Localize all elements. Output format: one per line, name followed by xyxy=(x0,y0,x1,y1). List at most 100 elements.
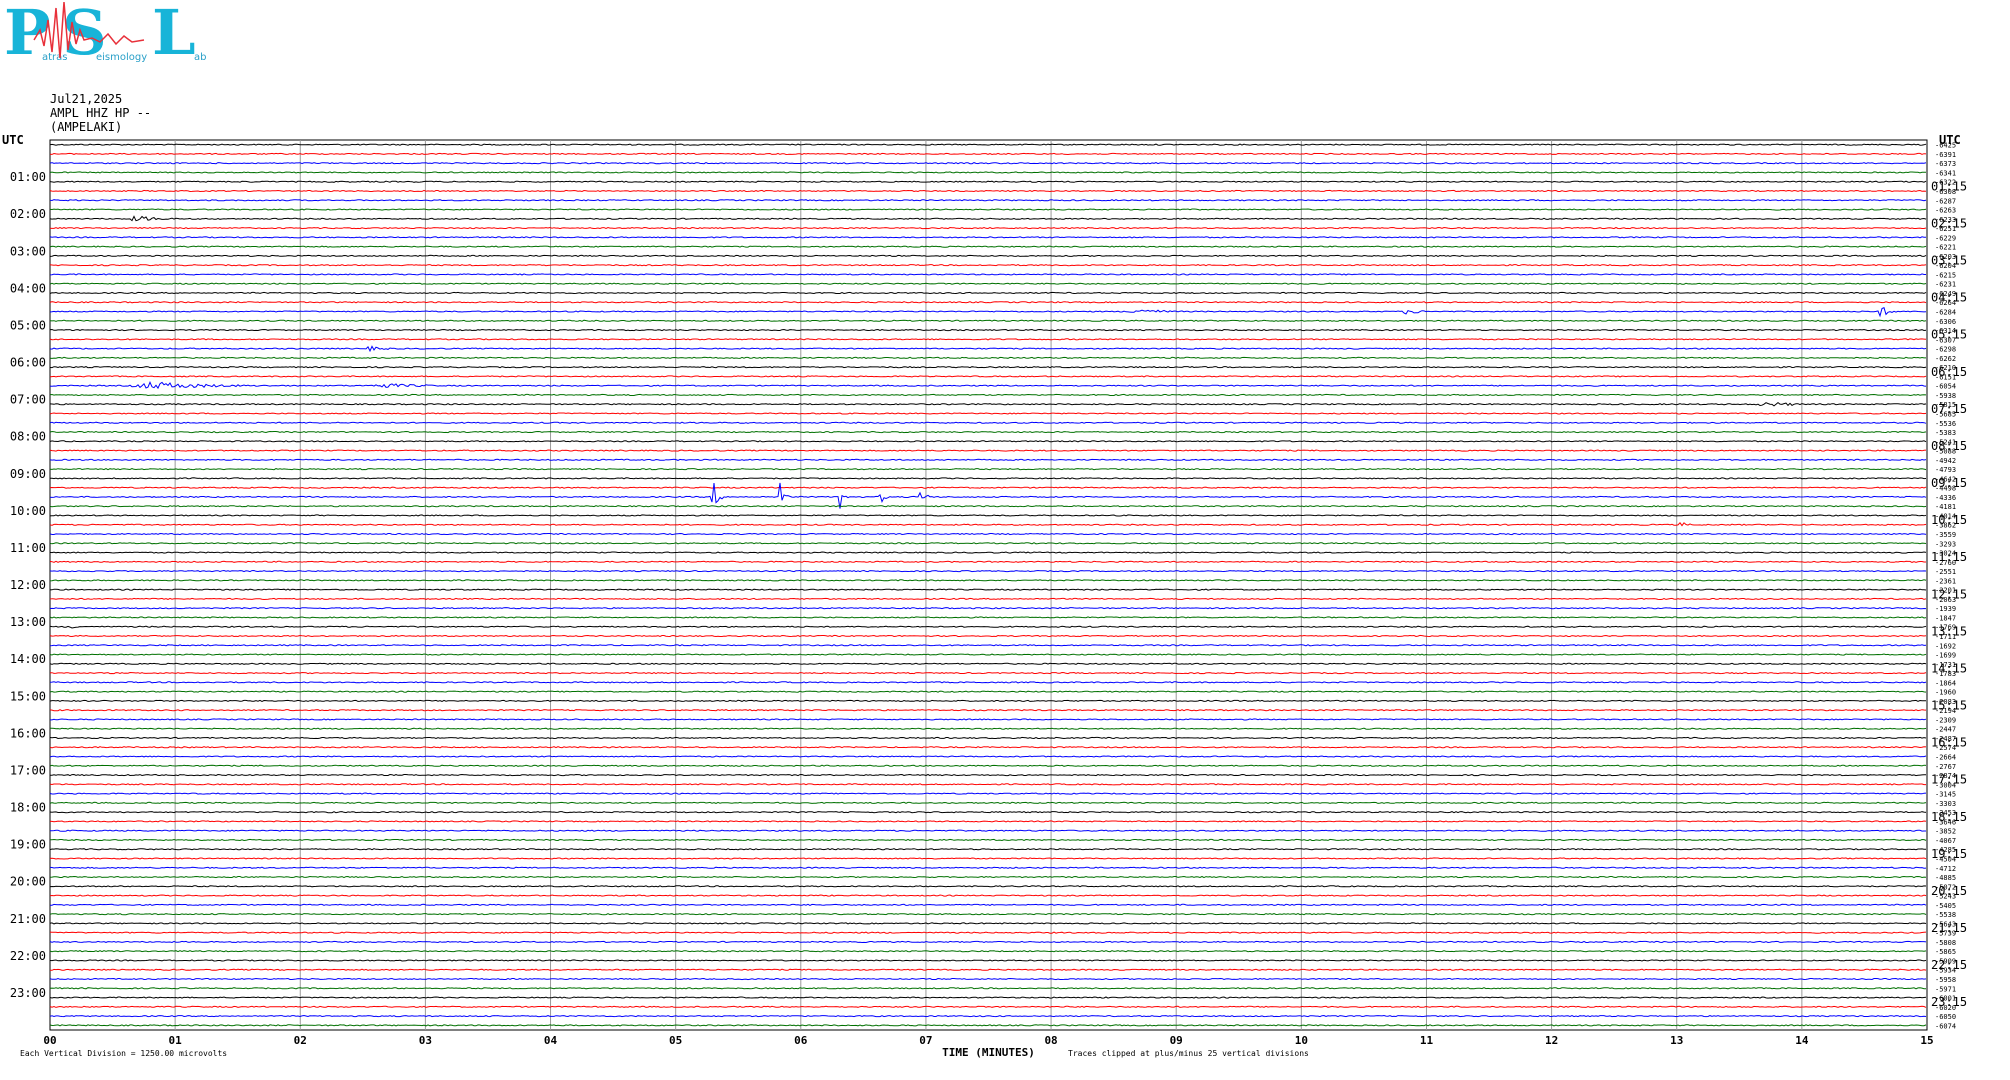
trace-line xyxy=(49,811,1927,814)
trace-line xyxy=(49,885,1927,888)
trace-line xyxy=(49,381,1927,390)
right-hour-label: 20:15 xyxy=(1931,884,1967,898)
row-offset-label: -6020 xyxy=(1935,1004,1956,1012)
row-offset-label: -3453 xyxy=(1935,809,1956,817)
trace-line xyxy=(50,829,1926,832)
row-offset-label: -6215 xyxy=(1935,271,1956,279)
trace-line xyxy=(49,996,1927,999)
trace-line xyxy=(50,718,1927,721)
trace-line xyxy=(49,180,1927,183)
row-offset-label: -6373 xyxy=(1935,160,1956,168)
trace-line xyxy=(49,866,1927,869)
row-offset-label: -1692 xyxy=(1935,642,1956,650)
row-offset-label: -4014 xyxy=(1935,512,1956,520)
row-offset-label: -1783 xyxy=(1935,670,1956,678)
x-tick-label: 05 xyxy=(669,1034,682,1047)
trace-line xyxy=(49,477,1927,480)
right-hour-label: 05:15 xyxy=(1931,328,1967,342)
right-hour-label: 19:15 xyxy=(1931,847,1967,861)
row-offset-label: -5971 xyxy=(1935,985,1956,993)
row-offset-label: -3303 xyxy=(1935,800,1956,808)
row-offset-label: -3862 xyxy=(1935,522,1956,530)
row-offset-label: -2194 xyxy=(1935,707,1956,715)
row-offset-label: -1939 xyxy=(1935,605,1956,613)
left-hour-label: 08:00 xyxy=(10,430,46,444)
trace-line xyxy=(49,254,1927,257)
row-offset-label: -6050 xyxy=(1935,1013,1956,1021)
left-hour-label: 21:00 xyxy=(10,912,46,926)
row-offset-label: -6306 xyxy=(1935,318,1956,326)
left-hour-label: 16:00 xyxy=(10,726,46,740)
left-hour-label: 03:00 xyxy=(10,244,46,258)
trace-line xyxy=(49,366,1927,369)
row-offset-label: -1769 xyxy=(1935,624,1956,632)
row-offset-label: -2487 xyxy=(1935,735,1956,743)
row-offset-label: -6203 xyxy=(1935,253,1956,261)
trace-line xyxy=(49,931,1927,934)
station-channel: AMPL HHZ HP -- xyxy=(50,106,152,120)
logo-word-3: ab xyxy=(194,52,207,63)
row-offset-label: -4885 xyxy=(1935,874,1956,882)
x-tick-label: 15 xyxy=(1920,1034,1933,1047)
row-offset-label: -4793 xyxy=(1935,466,1956,474)
row-offset-label: -2063 xyxy=(1935,596,1956,604)
row-offset-label: -4181 xyxy=(1935,503,1956,511)
left-hour-label: 02:00 xyxy=(10,207,46,221)
x-tick-label: 10 xyxy=(1295,1034,1308,1047)
right-hour-label: 12:15 xyxy=(1931,587,1967,601)
station-name: (AMPELAKI) xyxy=(50,120,123,134)
trace-line xyxy=(49,662,1927,665)
right-hour-label: 18:15 xyxy=(1931,810,1967,824)
scale-note: Each Vertical Division = 1250.00 microvo… xyxy=(20,1049,227,1058)
trace-line xyxy=(49,440,1927,443)
trace-line xyxy=(50,773,1926,777)
trace-line xyxy=(49,857,1927,860)
trace-line xyxy=(49,551,1927,554)
trace-line xyxy=(49,307,1927,318)
right-hour-label: 03:15 xyxy=(1931,254,1967,268)
row-offset-label: -2664 xyxy=(1935,754,1956,762)
trace-line xyxy=(49,282,1927,285)
trace-line xyxy=(49,421,1927,424)
row-offset-label: -6054 xyxy=(1935,383,1956,391)
trace-line xyxy=(49,319,1927,322)
trace-line xyxy=(49,215,1927,222)
trace-line xyxy=(49,607,1927,610)
trace-line xyxy=(49,338,1927,341)
trace-line xyxy=(49,393,1927,397)
right-hour-label: 16:15 xyxy=(1931,736,1967,750)
row-offset-label: -6341 xyxy=(1935,169,1956,177)
row-offset-label: -6263 xyxy=(1935,207,1956,215)
trace-line xyxy=(49,848,1927,851)
x-tick-label: 02 xyxy=(294,1034,307,1047)
trace-line xyxy=(49,1014,1927,1018)
trace-line xyxy=(49,959,1927,962)
left-hour-label: 10:00 xyxy=(10,504,46,518)
trace-line xyxy=(49,301,1927,304)
trace-line xyxy=(49,792,1927,795)
left-hour-label: 15:00 xyxy=(10,689,46,703)
row-offset-label: -4712 xyxy=(1935,865,1956,873)
row-offset-label: -6314 xyxy=(1935,327,1956,335)
trace-line xyxy=(49,653,1927,656)
trace-line xyxy=(50,727,1927,730)
row-offset-label: -2874 xyxy=(1935,772,1956,780)
trace-line xyxy=(49,328,1927,332)
trace-line xyxy=(49,690,1927,693)
row-offset-label: -6287 xyxy=(1935,197,1956,205)
trace-line xyxy=(49,922,1927,925)
clip-note: Traces clipped at plus/minus 25 vertical… xyxy=(1068,1049,1309,1058)
trace-line xyxy=(49,894,1927,897)
right-hour-label: 02:15 xyxy=(1931,216,1967,230)
row-offset-label: -2447 xyxy=(1935,726,1956,734)
left-hour-label: 11:00 xyxy=(10,541,46,555)
x-tick-label: 11 xyxy=(1420,1034,1434,1047)
trace-line xyxy=(49,152,1927,156)
right-axis-title: UTC xyxy=(1939,133,1961,147)
row-offset-label: -6262 xyxy=(1935,355,1956,363)
left-hour-label: 19:00 xyxy=(10,838,46,852)
row-offset-label: -5536 xyxy=(1935,420,1956,428)
right-hour-label: 04:15 xyxy=(1931,291,1967,305)
row-offset-label: -3145 xyxy=(1935,791,1956,799)
